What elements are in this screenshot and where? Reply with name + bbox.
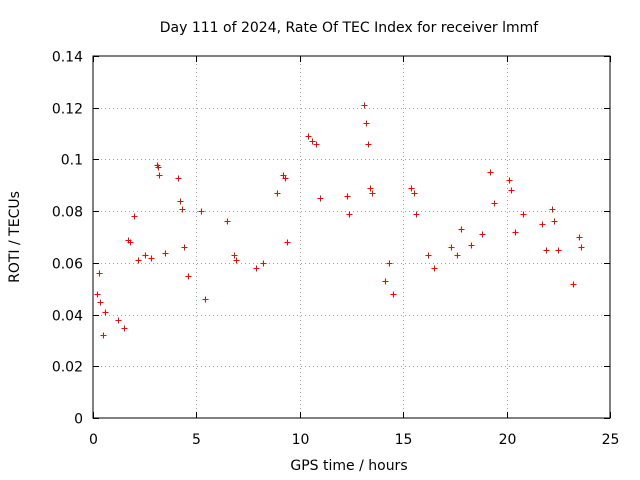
- data-points: [94, 102, 585, 339]
- data-point: [382, 278, 389, 285]
- data-point: [96, 270, 103, 277]
- data-point: [260, 260, 267, 267]
- x-tick-label: 0: [89, 432, 98, 448]
- data-point: [185, 273, 192, 280]
- y-tick-label: 0.14: [52, 50, 83, 66]
- data-point: [576, 234, 583, 241]
- data-point: [177, 198, 184, 205]
- plot-frame: [92, 55, 611, 419]
- data-point: [506, 177, 513, 184]
- chart-title: Day 111 of 2024, Rate Of TEC Index for r…: [160, 20, 540, 36]
- data-point: [282, 175, 289, 182]
- data-point: [142, 252, 149, 259]
- data-point: [479, 231, 486, 238]
- data-point: [520, 211, 527, 218]
- data-point: [309, 138, 316, 145]
- y-tick-label: 0: [74, 412, 83, 428]
- data-point: [233, 257, 240, 264]
- data-point: [231, 252, 238, 259]
- data-point: [369, 190, 376, 197]
- data-point: [491, 200, 498, 207]
- data-point: [458, 226, 465, 233]
- data-point: [224, 218, 231, 225]
- data-point: [454, 252, 461, 259]
- axis-ticks: 0 0.02 0.04 0.06 0.08 0.1 0.12 0.14 0 5 10 15 20 25: [52, 50, 620, 449]
- data-point: [539, 221, 546, 228]
- x-tick-label: 5: [192, 432, 201, 448]
- data-point: [131, 213, 138, 220]
- data-point: [390, 291, 397, 298]
- data-point: [386, 260, 393, 267]
- data-point: [555, 247, 562, 254]
- data-point: [361, 102, 368, 109]
- data-point: [156, 172, 163, 179]
- data-point: [313, 141, 320, 148]
- y-tick-label: 0.04: [52, 309, 83, 325]
- data-point: [162, 250, 169, 257]
- data-point: [175, 175, 182, 182]
- data-point: [570, 281, 577, 288]
- x-tick-label: 10: [292, 432, 310, 448]
- y-tick-label: 0.02: [52, 360, 83, 376]
- data-point: [284, 239, 291, 246]
- data-point: [413, 211, 420, 218]
- data-point: [512, 229, 519, 236]
- data-point: [346, 211, 353, 218]
- data-point: [94, 291, 101, 298]
- data-point: [508, 187, 515, 194]
- data-point: [363, 120, 370, 127]
- data-point: [135, 257, 142, 264]
- x-axis-title: GPS time / hours: [290, 458, 407, 474]
- data-point: [549, 206, 556, 213]
- data-point: [487, 169, 494, 176]
- data-point: [121, 325, 128, 332]
- x-tick-label: 15: [395, 432, 413, 448]
- data-point: [115, 317, 122, 324]
- data-point: [179, 206, 186, 213]
- x-tick-label: 20: [499, 432, 517, 448]
- y-axis-title: ROTI / TECUs: [7, 191, 23, 283]
- data-point: [411, 190, 418, 197]
- data-point: [305, 133, 312, 140]
- data-point: [100, 332, 107, 339]
- data-point: [274, 190, 281, 197]
- y-tick-label: 0.12: [52, 102, 83, 118]
- data-point: [367, 185, 374, 192]
- y-tick-label: 0.06: [52, 257, 83, 273]
- data-point: [97, 299, 104, 306]
- data-point: [431, 265, 438, 272]
- x-tick-label: 25: [602, 432, 620, 448]
- data-point: [551, 218, 558, 225]
- grid-lines: [93, 56, 610, 418]
- data-point: [148, 255, 155, 262]
- data-point: [202, 296, 209, 303]
- data-point: [468, 242, 475, 249]
- data-point: [408, 185, 415, 192]
- data-point: [181, 244, 188, 251]
- data-point: [198, 208, 205, 215]
- data-point: [425, 252, 432, 259]
- data-point: [365, 141, 372, 148]
- data-point: [448, 244, 455, 251]
- data-point: [578, 244, 585, 251]
- data-point: [253, 265, 260, 272]
- data-point: [102, 309, 109, 316]
- y-tick-label: 0.1: [61, 153, 83, 169]
- data-point: [317, 195, 324, 202]
- data-point: [127, 239, 134, 246]
- y-tick-label: 0.08: [52, 205, 83, 221]
- data-point: [344, 193, 351, 200]
- data-point: [155, 164, 162, 171]
- data-point: [543, 247, 550, 254]
